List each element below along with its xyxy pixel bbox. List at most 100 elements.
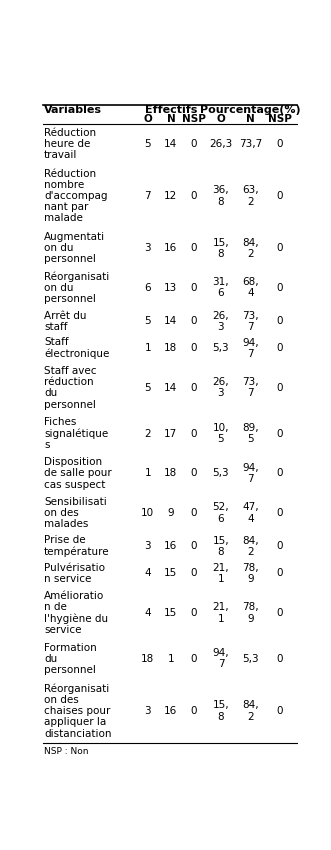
Text: 5: 5: [145, 382, 151, 393]
Text: 3: 3: [145, 541, 151, 552]
Text: 0: 0: [277, 139, 283, 149]
Text: 18: 18: [164, 468, 177, 479]
Text: 78,
9: 78, 9: [242, 603, 259, 624]
Text: 15,
8: 15, 8: [213, 237, 229, 258]
Text: 2: 2: [145, 428, 151, 439]
Text: 89,
5: 89, 5: [242, 423, 259, 445]
Text: 0: 0: [191, 316, 197, 326]
Text: 36,
8: 36, 8: [213, 185, 229, 207]
Text: 0: 0: [191, 191, 197, 201]
Text: 0: 0: [277, 706, 283, 716]
Text: 4: 4: [145, 569, 151, 578]
Text: 0: 0: [191, 569, 197, 578]
Text: 1: 1: [145, 468, 151, 479]
Text: 73,
7: 73, 7: [242, 310, 259, 332]
Text: 14: 14: [164, 382, 177, 393]
Text: 0: 0: [277, 428, 283, 439]
Text: 0: 0: [191, 343, 197, 354]
Text: 0: 0: [191, 428, 197, 439]
Text: O: O: [143, 115, 152, 124]
Text: 0: 0: [277, 191, 283, 201]
Text: Fiches
signalétique
s: Fiches signalétique s: [44, 417, 108, 450]
Text: 78,
9: 78, 9: [242, 563, 259, 584]
Text: 0: 0: [277, 316, 283, 326]
Text: 6: 6: [145, 283, 151, 292]
Text: Arrêt du
staff: Arrêt du staff: [44, 310, 86, 332]
Text: 15,
8: 15, 8: [213, 536, 229, 557]
Text: 9: 9: [167, 508, 174, 518]
Text: 31,
6: 31, 6: [213, 277, 229, 298]
Text: 73,
7: 73, 7: [242, 377, 259, 399]
Text: 7: 7: [145, 191, 151, 201]
Text: Formation
du
personnel: Formation du personnel: [44, 643, 97, 675]
Text: 5,3: 5,3: [213, 343, 229, 354]
Text: 68,
4: 68, 4: [242, 277, 259, 298]
Text: 10: 10: [141, 508, 154, 518]
Text: 14: 14: [164, 316, 177, 326]
Text: 21,
1: 21, 1: [213, 563, 229, 584]
Text: 5: 5: [145, 316, 151, 326]
Text: 94,
7: 94, 7: [242, 462, 259, 484]
Text: NSP: NSP: [182, 115, 206, 124]
Text: 0: 0: [191, 508, 197, 518]
Text: 12: 12: [164, 191, 177, 201]
Text: 94,
7: 94, 7: [213, 649, 229, 670]
Text: 18: 18: [141, 654, 155, 664]
Text: Pulvérisatio
n service: Pulvérisatio n service: [44, 563, 105, 584]
Text: Variables: Variables: [44, 105, 102, 115]
Text: 16: 16: [164, 541, 177, 552]
Text: 84,
2: 84, 2: [242, 700, 259, 722]
Text: 0: 0: [277, 541, 283, 552]
Text: N: N: [166, 115, 175, 124]
Text: Staff
électronique: Staff électronique: [44, 337, 109, 359]
Text: 5,3: 5,3: [242, 654, 259, 664]
Text: 0: 0: [191, 541, 197, 552]
Text: NSP: NSP: [268, 115, 292, 124]
Text: 0: 0: [191, 139, 197, 149]
Text: N: N: [246, 115, 255, 124]
Text: Réduction
nombre
d'accompag
nant par
malade: Réduction nombre d'accompag nant par mal…: [44, 168, 108, 224]
Text: 84,
2: 84, 2: [242, 237, 259, 258]
Text: Réorganisati
on des
chaises pour
appliquer la
distanciation: Réorganisati on des chaises pour appliqu…: [44, 683, 112, 739]
Text: 13: 13: [164, 283, 177, 292]
Text: O: O: [216, 115, 225, 124]
Text: 16: 16: [164, 706, 177, 716]
Text: 26,
3: 26, 3: [213, 310, 229, 332]
Text: 0: 0: [277, 343, 283, 354]
Text: 0: 0: [191, 706, 197, 716]
Text: Sensibilisati
on des
malades: Sensibilisati on des malades: [44, 496, 107, 530]
Text: 17: 17: [164, 428, 177, 439]
Text: 21,
1: 21, 1: [213, 603, 229, 624]
Text: 26,3: 26,3: [209, 139, 233, 149]
Text: 26,
3: 26, 3: [213, 377, 229, 399]
Text: 0: 0: [277, 569, 283, 578]
Text: 10,
5: 10, 5: [213, 423, 229, 445]
Text: 52,
6: 52, 6: [213, 502, 229, 524]
Text: 15: 15: [164, 569, 177, 578]
Text: 16: 16: [164, 243, 177, 253]
Text: Réorganisati
on du
personnel: Réorganisati on du personnel: [44, 271, 109, 304]
Text: 1: 1: [145, 343, 151, 354]
Text: 18: 18: [164, 343, 177, 354]
Text: 0: 0: [277, 468, 283, 479]
Text: 3: 3: [145, 243, 151, 253]
Text: Réduction
heure de
travail: Réduction heure de travail: [44, 128, 96, 160]
Text: 0: 0: [277, 283, 283, 292]
Text: Effectifs: Effectifs: [145, 105, 197, 115]
Text: 0: 0: [277, 608, 283, 618]
Text: 0: 0: [277, 382, 283, 393]
Text: Pourcentage(%): Pourcentage(%): [200, 105, 301, 115]
Text: 0: 0: [191, 382, 197, 393]
Text: 5: 5: [145, 139, 151, 149]
Text: 15: 15: [164, 608, 177, 618]
Text: 0: 0: [191, 468, 197, 479]
Text: 3: 3: [145, 706, 151, 716]
Text: Disposition
de salle pour
cas suspect: Disposition de salle pour cas suspect: [44, 457, 112, 490]
Text: 0: 0: [277, 508, 283, 518]
Text: 47,
4: 47, 4: [242, 502, 259, 524]
Text: 0: 0: [191, 283, 197, 292]
Text: Prise de
température: Prise de température: [44, 536, 110, 557]
Text: 4: 4: [145, 608, 151, 618]
Text: 0: 0: [277, 243, 283, 253]
Text: 0: 0: [277, 654, 283, 664]
